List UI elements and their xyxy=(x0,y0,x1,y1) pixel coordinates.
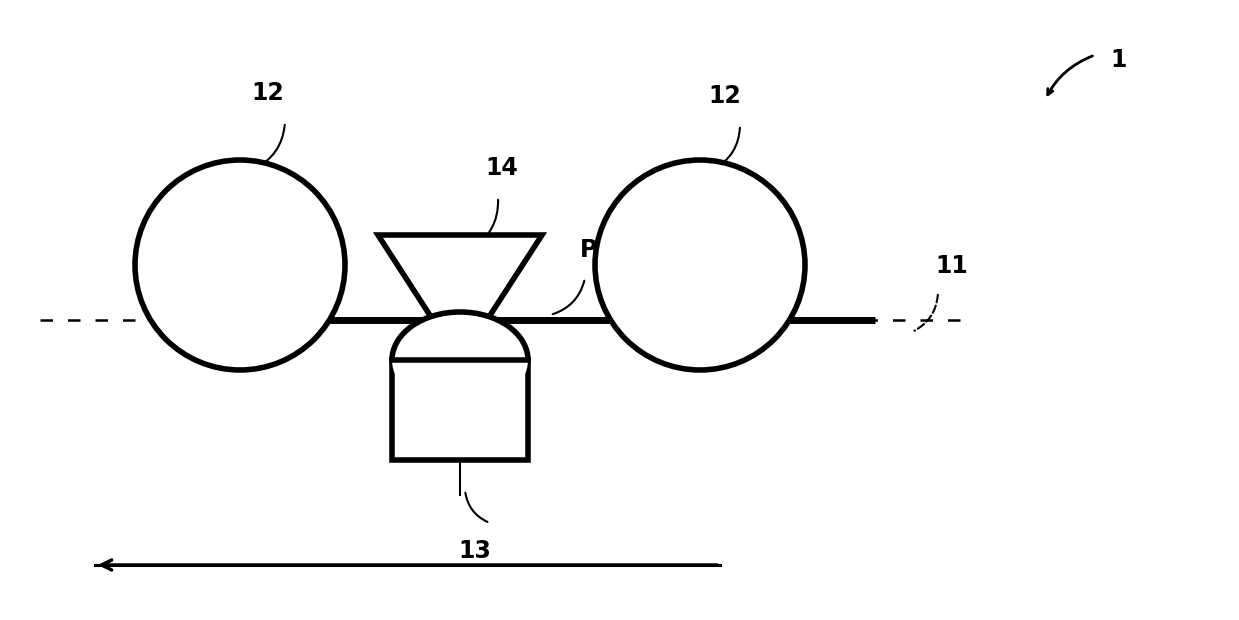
Ellipse shape xyxy=(392,312,528,408)
Text: 1: 1 xyxy=(1110,48,1126,72)
Text: 13: 13 xyxy=(458,539,492,563)
Text: 14: 14 xyxy=(486,156,518,180)
Polygon shape xyxy=(401,320,518,360)
Text: 12: 12 xyxy=(252,81,285,105)
Circle shape xyxy=(135,160,344,370)
Text: 12: 12 xyxy=(709,84,741,108)
Text: 11: 11 xyxy=(935,254,969,278)
Text: PA: PA xyxy=(580,238,613,262)
Polygon shape xyxy=(378,235,541,320)
Circle shape xyxy=(595,160,805,370)
Bar xyxy=(392,360,528,460)
